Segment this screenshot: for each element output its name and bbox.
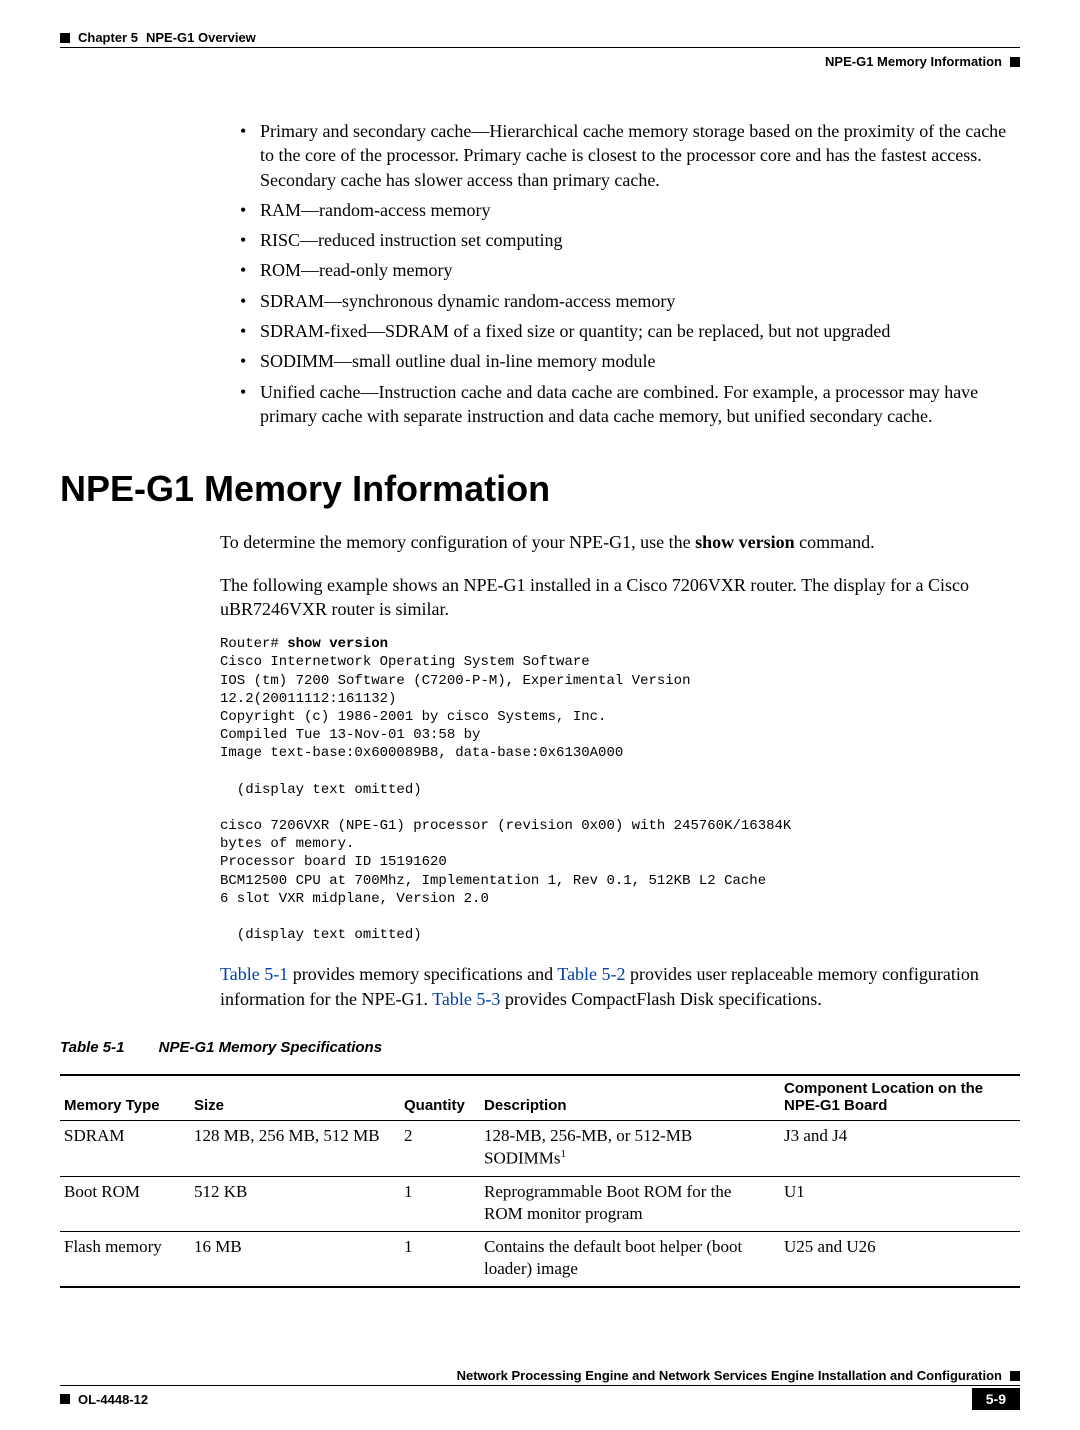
intro-paragraph-1: To determine the memory configuration of… — [220, 530, 1020, 554]
reference-paragraph: Table 5-1 provides memory specifications… — [220, 962, 1020, 1011]
doc-number: OL-4448-12 — [78, 1392, 148, 1407]
table-cell: 16 MB — [190, 1231, 400, 1287]
table-caption: Table 5-1 NPE-G1 Memory Specifications — [60, 1039, 1020, 1056]
table-row: Boot ROM512 KB1Reprogrammable Boot ROM f… — [60, 1176, 1020, 1231]
header-square-icon — [1010, 57, 1020, 67]
page-number: 5-9 — [972, 1388, 1020, 1410]
table-link[interactable]: Table 5-1 — [220, 964, 288, 984]
page-footer: Network Processing Engine and Network Se… — [60, 1368, 1020, 1410]
col-memory-type: Memory Type — [60, 1075, 190, 1121]
list-item: SDRAM—synchronous dynamic random-access … — [240, 289, 1020, 313]
table-row: SDRAM128 MB, 256 MB, 512 MB2128-MB, 256-… — [60, 1120, 1020, 1176]
table-cell: 1 — [400, 1231, 480, 1287]
col-location: Component Location on the NPE-G1 Board — [780, 1075, 1020, 1121]
table-cell: U25 and U26 — [780, 1231, 1020, 1287]
section-heading: NPE-G1 Memory Information — [60, 468, 1020, 510]
table-cell: Flash memory — [60, 1231, 190, 1287]
footer-title-row: Network Processing Engine and Network Se… — [60, 1368, 1020, 1386]
table-cell: Boot ROM — [60, 1176, 190, 1231]
list-item: ROM—read-only memory — [240, 258, 1020, 282]
list-item: RAM—random-access memory — [240, 198, 1020, 222]
list-item: Primary and secondary cache—Hierarchical… — [240, 119, 1020, 192]
footnote-ref: 1 — [561, 1148, 567, 1160]
header-left: Chapter 5 NPE-G1 Overview — [60, 30, 256, 45]
table-cell: Reprogrammable Boot ROM for the ROM moni… — [480, 1176, 780, 1231]
table-row: Flash memory16 MB1Contains the default b… — [60, 1231, 1020, 1287]
footer-square-icon — [60, 1394, 70, 1404]
footer-square-icon — [1010, 1371, 1020, 1381]
table-cell: 2 — [400, 1120, 480, 1176]
table-cell: SDRAM — [60, 1120, 190, 1176]
code-prompt: Router# — [220, 636, 287, 652]
col-size: Size — [190, 1075, 400, 1121]
col-quantity: Quantity — [400, 1075, 480, 1121]
code-output: Cisco Internetwork Operating System Soft… — [220, 654, 791, 943]
memory-spec-table: Memory Type Size Quantity Description Co… — [60, 1074, 1020, 1288]
table-link[interactable]: Table 5-2 — [557, 964, 625, 984]
definition-list: Primary and secondary cache—Hierarchical… — [240, 119, 1020, 428]
table-title: NPE-G1 Memory Specifications — [159, 1039, 382, 1056]
command-name: show version — [695, 532, 795, 552]
ref-text: provides CompactFlash Disk specification… — [500, 989, 821, 1009]
chapter-label: Chapter 5 — [78, 30, 138, 45]
col-description: Description — [480, 1075, 780, 1121]
code-block: Router# show version Cisco Internetwork … — [220, 635, 1020, 944]
header-square-icon — [60, 33, 70, 43]
table-cell: 128-MB, 256-MB, or 512-MB SODIMMs1 — [480, 1120, 780, 1176]
page-header: Chapter 5 NPE-G1 Overview — [60, 30, 1020, 48]
list-item: Unified cache—Instruction cache and data… — [240, 380, 1020, 429]
list-item: RISC—reduced instruction set computing — [240, 228, 1020, 252]
footer-left: OL-4448-12 — [60, 1392, 148, 1407]
table-cell: Contains the default boot helper (boot l… — [480, 1231, 780, 1287]
list-item: SDRAM-fixed—SDRAM of a fixed size or qua… — [240, 319, 1020, 343]
table-cell: U1 — [780, 1176, 1020, 1231]
header-right: NPE-G1 Memory Information — [60, 54, 1020, 69]
table-number: Table 5-1 — [60, 1039, 124, 1056]
intro-text: command. — [795, 532, 875, 552]
intro-paragraph-2: The following example shows an NPE-G1 in… — [220, 573, 1020, 622]
table-cell: 1 — [400, 1176, 480, 1231]
overview-label: NPE-G1 Overview — [146, 30, 256, 45]
table-cell: J3 and J4 — [780, 1120, 1020, 1176]
table-cell: 128 MB, 256 MB, 512 MB — [190, 1120, 400, 1176]
section-label: NPE-G1 Memory Information — [825, 54, 1002, 69]
table-link[interactable]: Table 5-3 — [432, 989, 500, 1009]
ref-text: provides memory specifications and — [288, 964, 557, 984]
intro-text: To determine the memory configuration of… — [220, 532, 695, 552]
table-header-row: Memory Type Size Quantity Description Co… — [60, 1075, 1020, 1121]
table-cell: 512 KB — [190, 1176, 400, 1231]
doc-title: Network Processing Engine and Network Se… — [457, 1368, 1002, 1383]
list-item: SODIMM—small outline dual in-line memory… — [240, 349, 1020, 373]
code-command: show version — [287, 636, 388, 652]
